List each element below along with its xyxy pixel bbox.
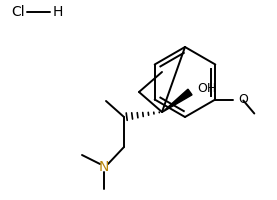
Text: Cl: Cl bbox=[11, 5, 25, 19]
Polygon shape bbox=[162, 89, 192, 112]
Text: H: H bbox=[53, 5, 63, 19]
Text: N: N bbox=[99, 160, 109, 174]
Text: O: O bbox=[238, 93, 248, 106]
Text: OH: OH bbox=[197, 82, 216, 96]
